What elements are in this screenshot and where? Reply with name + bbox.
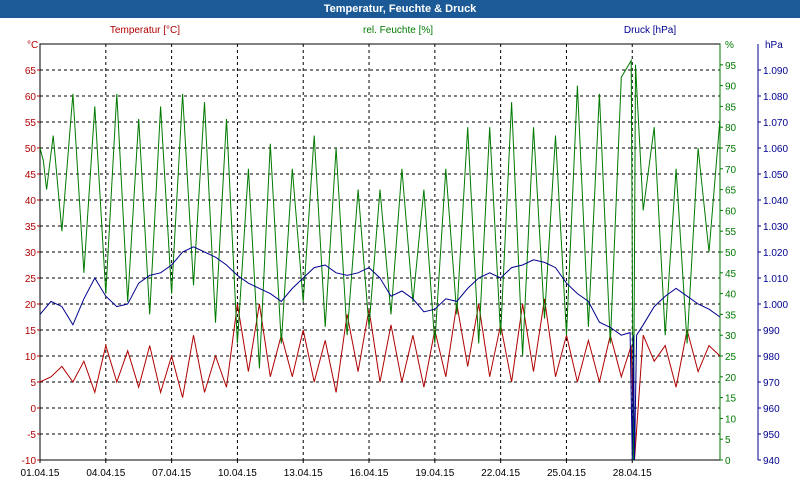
- temperature-tick-label: 50: [25, 144, 37, 155]
- pressure-tick-label: 980: [763, 352, 780, 363]
- series-line-pressure: [39, 246, 721, 461]
- temperature-tick-label: 60: [25, 92, 37, 103]
- series-legend-pressure: Druck [hPa]: [624, 25, 676, 36]
- x-tick-label: 10.04.15: [218, 468, 257, 479]
- humidity-tick-label: 15: [725, 394, 737, 405]
- humidity-tick-label: 30: [725, 331, 737, 342]
- x-tick-label: 13.04.15: [284, 468, 323, 479]
- pressure-tick-label: 1.010: [763, 274, 788, 285]
- humidity-tick-label: 85: [725, 102, 737, 113]
- humidity-tick-label: 40: [725, 290, 737, 301]
- pressure-tick-label: 1.020: [763, 248, 788, 259]
- temperature-tick-label: 40: [25, 196, 37, 207]
- pressure-tick-label: 1.040: [763, 196, 788, 207]
- humidity-tick-label: 75: [725, 144, 737, 155]
- x-tick-label: 28.04.15: [613, 468, 652, 479]
- x-tick-label: 22.04.15: [481, 468, 520, 479]
- pressure-tick-label: 1.070: [763, 118, 788, 129]
- humidity-tick-label: 45: [725, 269, 737, 280]
- pressure-tick-label: 1.030: [763, 222, 788, 233]
- weather-chart: -10 -5 0 5 10 15 20 25 30 35 40 45 50 55 60 65 °C 0 5 10 15 2…: [21, 25, 789, 479]
- x-tick-label: 25.04.15: [547, 468, 586, 479]
- x-tick-label: 07.04.15: [152, 468, 191, 479]
- pressure-tick-label: 1.050: [763, 170, 788, 181]
- humidity-tick-label: 90: [725, 82, 737, 93]
- humidity-tick-label: 70: [725, 165, 737, 176]
- humidity-tick-label: 65: [725, 186, 737, 197]
- pressure-tick-label: 950: [763, 430, 780, 441]
- temperature-tick-label: 35: [25, 222, 37, 233]
- humidity-tick-label: 25: [725, 352, 737, 363]
- temperature-tick-label: 10: [25, 352, 37, 363]
- humidity-tick-label: 35: [725, 310, 737, 321]
- pressure-tick-label: 990: [763, 326, 780, 337]
- series-line-temperature: [39, 298, 721, 461]
- pressure-tick-label: 970: [763, 378, 780, 389]
- humidity-tick-label: 20: [725, 373, 737, 384]
- temperature-tick-label: 20: [25, 300, 37, 311]
- series-legend-humidity: rel. Feuchte [%]: [363, 25, 433, 36]
- humidity-tick-label: 95: [725, 61, 737, 72]
- humidity-tick-label: 10: [725, 414, 737, 425]
- temperature-tick-label: 5: [30, 378, 36, 389]
- pressure-axis-unit: hPa: [765, 40, 783, 51]
- pressure-tick-label: 960: [763, 404, 780, 415]
- temperature-tick-label: 25: [25, 274, 37, 285]
- temperature-tick-label: 15: [25, 326, 37, 337]
- temperature-tick-label: 55: [25, 118, 37, 129]
- window-title: Temperatur, Feuchte & Druck: [0, 0, 800, 18]
- humidity-tick-label: 80: [725, 123, 737, 134]
- pressure-tick-label: 1.080: [763, 92, 788, 103]
- temperature-axis-unit: °C: [27, 40, 38, 51]
- x-tick-label: 01.04.15: [21, 468, 60, 479]
- humidity-tick-label: 5: [725, 435, 731, 446]
- temperature-tick-label: -5: [27, 430, 36, 441]
- humidity-axis-unit: %: [725, 40, 734, 51]
- humidity-tick-label: 60: [725, 206, 737, 217]
- temperature-tick-label: 45: [25, 170, 37, 181]
- temperature-tick-label: 0: [30, 404, 36, 415]
- pressure-tick-label: 1.060: [763, 144, 788, 155]
- pressure-tick-label: 1.000: [763, 300, 788, 311]
- humidity-tick-label: 0: [725, 456, 731, 467]
- x-tick-label: 16.04.15: [350, 468, 389, 479]
- temperature-tick-label: 30: [25, 248, 37, 259]
- series-line-humidity: [39, 58, 721, 461]
- temperature-tick-label: -10: [22, 456, 37, 467]
- x-tick-label: 19.04.15: [415, 468, 454, 479]
- series-legend-temperature: Temperatur [°C]: [110, 25, 180, 36]
- humidity-tick-label: 55: [725, 227, 737, 238]
- pressure-tick-label: 940: [763, 456, 780, 467]
- x-tick-label: 04.04.15: [86, 468, 125, 479]
- temperature-tick-label: 65: [25, 66, 37, 77]
- pressure-tick-label: 1.090: [763, 66, 788, 77]
- humidity-tick-label: 50: [725, 248, 737, 259]
